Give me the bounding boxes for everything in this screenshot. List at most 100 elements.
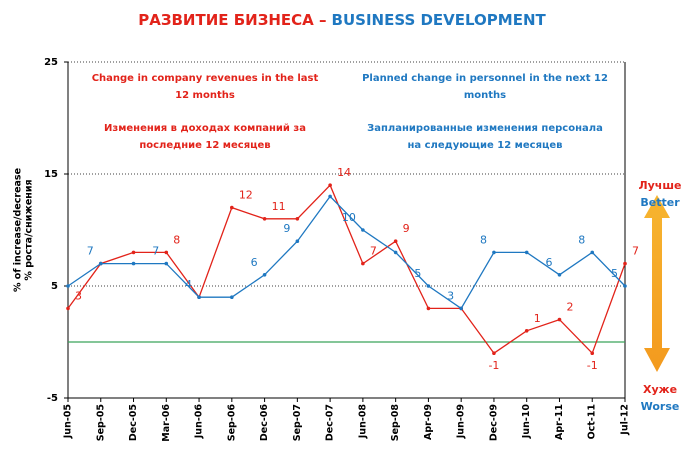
data-label: 8 <box>480 233 487 246</box>
annotation: 12 months <box>175 90 235 101</box>
point <box>459 306 463 311</box>
point <box>426 284 431 288</box>
data-label: 7 <box>370 245 377 258</box>
point <box>426 306 431 311</box>
data-label: 10 <box>342 211 356 224</box>
worse-label: Хуже <box>643 383 677 396</box>
data-label: 6 <box>251 256 258 269</box>
data-label: 14 <box>337 166 351 179</box>
point <box>361 261 365 266</box>
data-label: 11 <box>272 200 286 213</box>
better-label: Better <box>640 196 680 209</box>
point <box>590 351 595 356</box>
data-label: 3 <box>75 289 82 302</box>
data-label: 9 <box>283 222 290 235</box>
point <box>230 295 234 300</box>
point <box>66 284 70 288</box>
data-label: 3 <box>447 289 454 302</box>
annotation: Изменения в доходах компаний за <box>104 123 306 134</box>
point <box>492 250 496 255</box>
annotation: на следующие 12 месяцев <box>407 140 562 151</box>
point <box>557 273 562 277</box>
title-part: РАЗВИТИЕ БИЗНЕСА – <box>138 11 326 29</box>
series-line <box>67 184 626 355</box>
y-tick-label: 25 <box>44 57 58 68</box>
annotation: Change in company revenues in the last <box>92 73 319 84</box>
x-tick-label: Dec-09 <box>488 404 499 441</box>
point <box>197 295 201 300</box>
annotation: Planned change in personnel in the next … <box>362 73 608 84</box>
point <box>131 261 136 266</box>
data-label: 12 <box>239 189 253 202</box>
x-tick-label: Jun-08 <box>357 404 368 440</box>
point <box>393 239 398 243</box>
x-tick-label: Jun-10 <box>521 404 532 440</box>
x-tick-label: Oct-11 <box>587 404 598 439</box>
annotation: последние 12 месяцев <box>139 140 270 151</box>
y-tick-label: 5 <box>51 281 58 292</box>
y-axis-label: % роста/снижения <box>24 179 35 280</box>
data-label: 8 <box>173 233 180 246</box>
arrow <box>644 195 670 372</box>
y-tick-label: 15 <box>44 169 58 180</box>
y-tick-label: -5 <box>47 393 58 404</box>
x-tick-label: Sep-07 <box>292 404 303 441</box>
point <box>98 261 103 266</box>
chart-title: РАЗВИТИЕ БИЗНЕСА – BUSINESS DEVELOPMENT <box>138 11 546 29</box>
series-line <box>67 195 626 310</box>
point <box>262 273 267 277</box>
data-label: -1 <box>488 359 499 372</box>
x-tick-label: Sep-08 <box>390 404 401 442</box>
point <box>393 250 398 255</box>
x-tick-label: Sep-06 <box>226 404 237 442</box>
point <box>328 183 332 187</box>
x-tick-label: Dec-05 <box>128 404 139 441</box>
data-label: 1 <box>534 312 541 325</box>
point <box>295 217 300 221</box>
data-label: 5 <box>414 267 421 280</box>
x-tick-label: Jul-12 <box>620 404 631 436</box>
point <box>66 306 70 311</box>
point <box>623 261 627 266</box>
point <box>164 250 169 255</box>
x-tick-label: Apr-09 <box>423 404 434 440</box>
x-tick-label: Mar-06 <box>161 404 172 442</box>
point <box>328 194 332 199</box>
data-label: 8 <box>578 233 585 246</box>
x-tick-label: Dec-06 <box>259 404 270 442</box>
point <box>623 284 627 288</box>
x-tick-label: Dec-07 <box>325 404 336 441</box>
data-label: -1 <box>587 359 598 372</box>
point <box>590 250 595 255</box>
data-label: 4 <box>185 278 192 291</box>
point <box>361 228 365 232</box>
x-tick-label: Jun-09 <box>456 404 467 439</box>
data-label: 5 <box>611 267 618 280</box>
data-label: 7 <box>87 245 94 258</box>
better-label: Лучше <box>638 179 681 192</box>
point <box>164 261 169 266</box>
point <box>262 217 267 221</box>
point <box>295 239 300 243</box>
point <box>524 329 529 333</box>
annotation: Запланированные изменения персонала <box>367 123 603 134</box>
data-label: 7 <box>152 245 159 258</box>
y-axis-label: % of increase/decrease <box>13 168 24 292</box>
data-label: 9 <box>403 222 410 235</box>
data-label: 6 <box>545 256 552 269</box>
x-tick-label: Jun-05 <box>63 404 74 439</box>
point <box>131 250 136 255</box>
annotation: months <box>464 90 506 101</box>
point <box>557 317 562 322</box>
data-label: 7 <box>632 245 639 258</box>
title-part: BUSINESS DEVELOPMENT <box>332 11 547 29</box>
x-tick-label: Jun-06 <box>194 404 205 440</box>
worse-label: Worse <box>641 400 680 413</box>
point <box>524 250 529 255</box>
point <box>230 205 234 210</box>
x-tick-label: Apr-11 <box>554 404 565 440</box>
x-tick-label: Sep-05 <box>95 404 106 441</box>
point <box>492 351 496 356</box>
data-label: 2 <box>566 301 573 314</box>
